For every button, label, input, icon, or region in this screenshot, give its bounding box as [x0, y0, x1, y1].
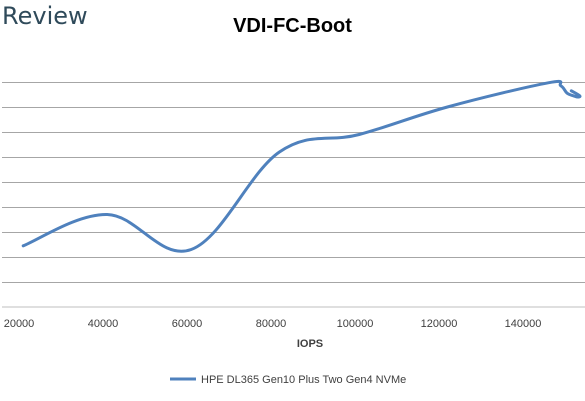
chart-title: VDI-FC-Boot [233, 15, 352, 37]
x-tick-label: 120000 [421, 318, 458, 330]
gridlines [2, 82, 585, 308]
legend-label: HPE DL365 Gen10 Plus Two Gen4 NVMe [201, 374, 406, 386]
x-tick-label: 140000 [505, 318, 542, 330]
x-tick-label: 100000 [337, 318, 374, 330]
x-axis-title: IOPS [297, 338, 323, 350]
x-tick-label: 80000 [256, 318, 287, 330]
x-tick-label: 20000 [4, 318, 35, 330]
x-tick-label: 60000 [172, 318, 203, 330]
series-layer [21, 79, 582, 253]
brand-logo: Review [2, 2, 88, 30]
series-line-1 [21, 79, 582, 253]
x-tick-label: 40000 [88, 318, 119, 330]
legend: HPE DL365 Gen10 Plus Two Gen4 NVMe [170, 374, 406, 386]
x-axis-ticks: 20000 40000 60000 80000 100000 120000 140000 [4, 318, 542, 330]
